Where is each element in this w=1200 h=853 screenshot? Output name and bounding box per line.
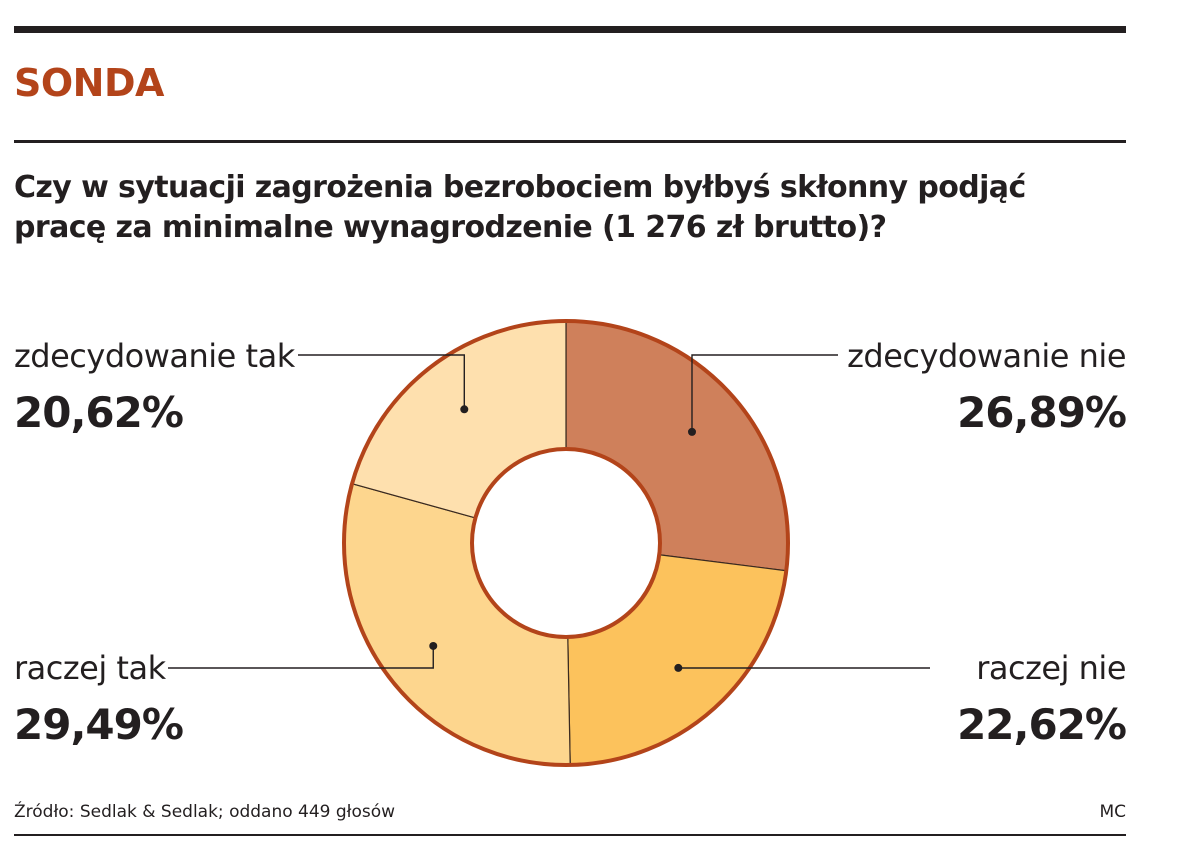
- value-zdecydowanie-tak: 20,62%: [14, 388, 184, 437]
- leader-lines-layer: [168, 354, 930, 672]
- header-divider: [14, 140, 1126, 143]
- value-zdecydowanie-nie: 26,89%: [957, 388, 1127, 437]
- section-label: SONDA: [14, 61, 164, 105]
- leader-zdecydowanie-nie: [687, 354, 838, 436]
- author-credit: MC: [1099, 802, 1126, 822]
- label-raczej-nie: raczej nie: [976, 649, 1126, 687]
- value-raczej-tak: 29,49%: [14, 700, 184, 749]
- slices-layer: [342, 319, 790, 767]
- source-note: Źródło: Sedlak & Sedlak; oddano 449 głos…: [14, 802, 396, 822]
- top-rule: [14, 26, 1126, 33]
- donut-outer-ring: [342, 319, 790, 767]
- label-zdecydowanie-nie: zdecydowanie nie: [847, 337, 1126, 375]
- leader-raczej-tak: [168, 641, 438, 669]
- leader-zdecydowanie-tak: [298, 354, 469, 414]
- bottom-rule: [14, 834, 1126, 836]
- label-raczej-tak: raczej tak: [14, 649, 166, 687]
- label-zdecydowanie-tak: zdecydowanie tak: [14, 337, 295, 375]
- chart-title: Czy w sytuacji zagrożenia bezrobociem by…: [14, 170, 1026, 245]
- value-raczej-nie: 22,62%: [957, 700, 1127, 749]
- donut-hole: [470, 447, 662, 639]
- leader-raczej-nie: [674, 663, 930, 672]
